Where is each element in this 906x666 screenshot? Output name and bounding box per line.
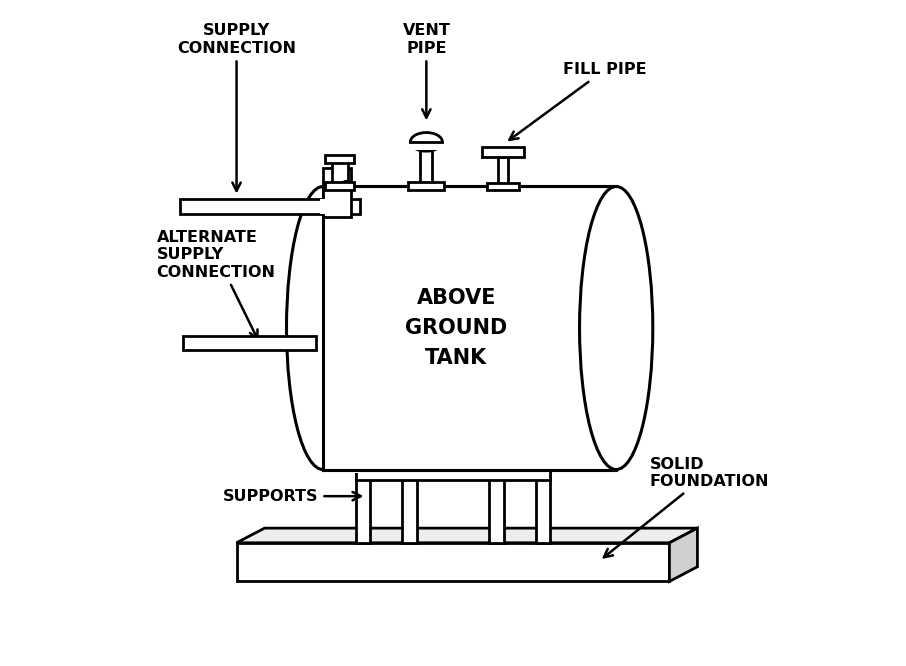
Bar	[482, 147, 525, 157]
Text: FILL PIPE: FILL PIPE	[509, 63, 647, 140]
Polygon shape	[670, 528, 698, 581]
Polygon shape	[323, 186, 616, 470]
Text: ALTERNATE
SUPPLY
CONNECTION: ALTERNATE SUPPLY CONNECTION	[157, 230, 275, 338]
Bar	[320, 199, 348, 214]
Text: SOLID
FOUNDATION: SOLID FOUNDATION	[604, 457, 769, 557]
Ellipse shape	[410, 133, 442, 151]
Bar	[402, 470, 417, 543]
Bar	[356, 470, 550, 480]
Text: SUPPLY
CONNECTION: SUPPLY CONNECTION	[177, 23, 296, 191]
Text: SUPPORTS: SUPPORTS	[223, 489, 361, 503]
Bar	[535, 470, 550, 543]
Bar	[325, 155, 354, 163]
Bar	[183, 336, 316, 350]
Polygon shape	[323, 183, 363, 473]
Text: VENT
PIPE: VENT PIPE	[402, 23, 450, 118]
Bar	[356, 470, 371, 543]
Bar	[332, 159, 348, 186]
Ellipse shape	[580, 186, 653, 470]
Bar	[325, 182, 354, 190]
Polygon shape	[236, 543, 670, 581]
Ellipse shape	[286, 186, 360, 470]
Polygon shape	[236, 528, 698, 543]
Bar	[180, 199, 360, 214]
Text: ABOVE
GROUND
TANK: ABOVE GROUND TANK	[405, 288, 507, 368]
Bar	[487, 183, 519, 190]
Bar	[409, 182, 444, 190]
Polygon shape	[407, 142, 447, 150]
Bar	[420, 150, 432, 186]
Bar	[323, 168, 352, 217]
Bar	[489, 470, 504, 543]
Bar	[497, 157, 508, 186]
